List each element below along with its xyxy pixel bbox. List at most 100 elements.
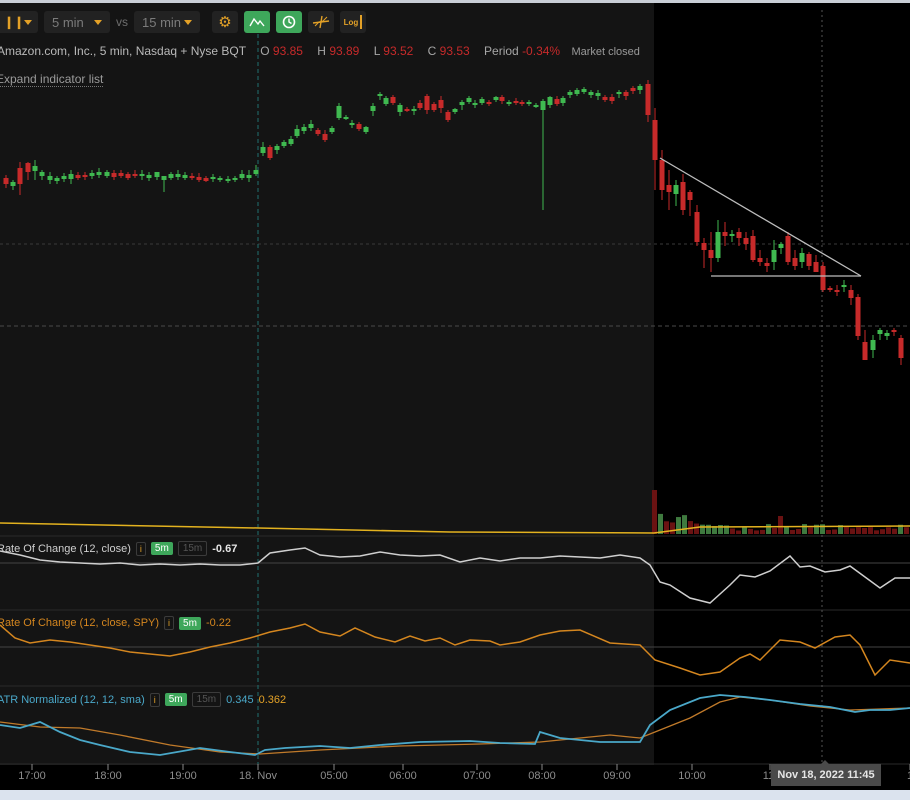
- volume-bar: [658, 513, 663, 534]
- volume-bar: [802, 524, 807, 534]
- indicator-roc-label: Rate Of Change (12, close) i 5m 15m -0.6…: [0, 541, 237, 556]
- candle-body: [343, 117, 349, 119]
- candle-body: [898, 338, 904, 358]
- candle-body: [383, 98, 389, 104]
- candle-body: [417, 103, 423, 108]
- timeframe-5m-toggle[interactable]: 5m: [179, 616, 201, 630]
- volume-bar: [784, 526, 789, 534]
- candle-body: [547, 97, 553, 105]
- crosshair-icon: [312, 15, 330, 29]
- candle-body: [281, 142, 287, 146]
- candle-body: [877, 330, 883, 334]
- candle-body: [533, 105, 539, 107]
- atr-sma-value: 0.362: [258, 693, 287, 706]
- candle-body: [813, 262, 819, 272]
- trend-line-icon: [249, 17, 265, 27]
- volume-bar: [892, 528, 897, 534]
- volume-bar: [868, 527, 873, 534]
- settings-button[interactable]: ⚙: [212, 11, 238, 33]
- timeframe-15m-toggle[interactable]: 15m: [191, 692, 222, 707]
- candle-body: [574, 90, 580, 94]
- time-axis-label: 10:00: [678, 770, 706, 782]
- candle-body: [567, 92, 573, 95]
- candle-body: [397, 105, 403, 112]
- candle-body: [764, 263, 770, 266]
- log-scale-button[interactable]: Log: [340, 11, 366, 33]
- volume-bar: [748, 528, 753, 534]
- triangle-upper-trendline: [659, 157, 862, 277]
- candle-body: [701, 243, 707, 250]
- volume-bar: [820, 524, 825, 534]
- indicator-atr-label: ATR Normalized (12, 12, sma) i 5m 15m 0.…: [0, 692, 286, 707]
- candle-body: [472, 103, 478, 105]
- chart-type-dropdown[interactable]: ❙❙: [0, 11, 38, 33]
- timeframe-5m-toggle[interactable]: 5m: [150, 542, 173, 555]
- volume-bar: [754, 530, 759, 534]
- time-axis-label: 06:00: [389, 770, 417, 782]
- candle-body: [438, 100, 444, 108]
- info-icon[interactable]: i: [135, 541, 146, 556]
- candle-body: [694, 212, 700, 242]
- atr-value: 0.345: [226, 693, 254, 706]
- candle-body: [246, 175, 252, 178]
- candle-body: [75, 175, 81, 178]
- period-label: Period: [484, 44, 519, 58]
- candle-body: [588, 92, 594, 95]
- time-axis-label: 18. Nov: [239, 770, 277, 782]
- candle-body: [82, 175, 88, 177]
- volume-bar: [766, 524, 771, 534]
- time-axis-label: 05:00: [320, 770, 348, 782]
- candle-body: [182, 175, 188, 178]
- candle-body: [10, 182, 16, 186]
- candle-body: [554, 99, 560, 104]
- candle-body: [125, 174, 131, 178]
- high-value: 93.89: [329, 44, 360, 58]
- candle-body: [862, 342, 868, 360]
- candle-body: [827, 288, 833, 290]
- time-axis-label: 1: [907, 770, 910, 782]
- period-value: -0.34%: [522, 44, 561, 58]
- volume-bar: [730, 528, 735, 534]
- candle-body: [560, 98, 566, 103]
- drawing-tools-button[interactable]: [244, 11, 270, 33]
- candle-body: [792, 258, 798, 266]
- timeframe-15m-toggle[interactable]: 15m: [177, 541, 208, 556]
- compare-interval-dropdown[interactable]: 15 min: [134, 11, 200, 33]
- interval-dropdown[interactable]: 5 min: [44, 11, 110, 33]
- extended-hours-shading: [0, 3, 654, 765]
- volume-bar: [742, 526, 747, 534]
- candle-body: [210, 177, 216, 179]
- volume-bar: [778, 516, 783, 534]
- candle-body: [47, 176, 53, 180]
- time-button[interactable]: [276, 11, 302, 33]
- candle-body: [404, 109, 410, 111]
- log-scale-bar: [360, 15, 363, 29]
- info-icon[interactable]: i: [164, 616, 175, 630]
- candle-body: [722, 232, 728, 236]
- info-icon[interactable]: i: [149, 692, 160, 707]
- candle-body: [203, 178, 209, 181]
- candle-body: [645, 84, 651, 115]
- candle-body: [778, 244, 784, 248]
- candle-body: [785, 236, 791, 262]
- crosshair-time-tooltip: Nov 18, 2022 11:45: [771, 760, 881, 786]
- candle-body: [602, 97, 608, 100]
- volume-bar: [850, 528, 855, 534]
- volume-bar: [760, 529, 765, 534]
- market-status: Market closed: [571, 46, 640, 58]
- candle-body: [411, 109, 417, 111]
- volume-bar: [838, 525, 843, 534]
- volume-bar: [664, 521, 669, 534]
- candle-body: [581, 89, 587, 92]
- candle-body: [96, 172, 102, 175]
- volume-bar: [862, 528, 867, 534]
- expand-indicator-list-link[interactable]: Expand indicator list: [0, 73, 104, 87]
- timeframe-5m-toggle[interactable]: 5m: [164, 693, 187, 706]
- candle-body: [609, 97, 615, 101]
- candle-body: [452, 109, 458, 112]
- candle-body: [680, 182, 686, 210]
- candle-body: [891, 330, 897, 332]
- candle-body: [479, 99, 485, 103]
- crosshair-button[interactable]: [308, 11, 334, 33]
